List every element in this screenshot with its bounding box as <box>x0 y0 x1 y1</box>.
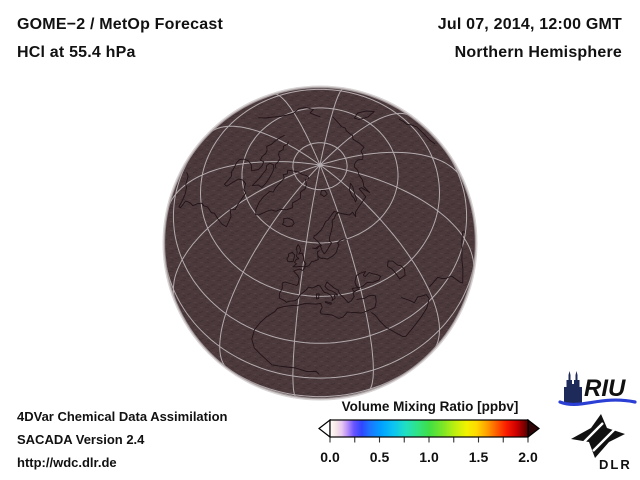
cathedral-icon <box>564 371 582 404</box>
globe-disc <box>164 87 476 399</box>
tick-label-0: 0.0 <box>320 449 340 465</box>
header-left: GOME−2 / MetOp Forecast HCl at 55.4 hPa <box>17 11 223 67</box>
colorbar: Volume Mixing Ratio [ppbv] 0.0 0.5 1.0 1… <box>318 399 542 469</box>
footer-credits: 4DVar Chemical Data Assimilation SACADA … <box>17 405 228 474</box>
credit-version: SACADA Version 2.4 <box>17 432 145 447</box>
globe-rim <box>163 86 477 400</box>
dlr-logo: DLR <box>571 414 632 472</box>
dlr-star-icon <box>571 414 625 458</box>
globe-halo <box>162 85 478 401</box>
plot-region: Northern Hemisphere <box>454 44 622 61</box>
tick-label-1: 0.5 <box>369 449 390 465</box>
tick-label-2: 1.0 <box>419 449 439 465</box>
dlr-wordmark: DLR <box>599 457 632 472</box>
colorbar-overflow-arrow <box>527 419 540 439</box>
colorbar-title: Volume Mixing Ratio [ppbv] <box>341 399 519 414</box>
plot-subtitle: HCl at 55.4 hPa <box>17 44 136 61</box>
tick-label-4: 2.0 <box>518 449 538 465</box>
tick-label-3: 1.5 <box>468 449 489 465</box>
credit-url: http://wdc.dlr.de <box>17 455 117 470</box>
credit-assimilation: 4DVar Chemical Data Assimilation <box>17 409 228 424</box>
colorbar-gradient-bar <box>329 419 529 438</box>
dlr-star-slashes <box>580 422 616 452</box>
colorbar-scale <box>318 419 540 443</box>
globe-texture <box>164 87 476 399</box>
plot-title: GOME−2 / MetOp Forecast <box>17 16 223 33</box>
colorbar-underflow-arrow <box>318 419 331 439</box>
riu-wordmark: RIU <box>584 375 626 402</box>
header-right: Jul 07, 2014, 12:00 GMT Northern Hemisph… <box>438 11 622 67</box>
plot-datetime: Jul 07, 2014, 12:00 GMT <box>437 16 622 33</box>
graticule-lines <box>165 88 475 398</box>
coastlines <box>178 107 465 375</box>
riu-logo: RIU <box>558 371 637 406</box>
riu-swoosh <box>558 398 637 406</box>
colorbar-ticks <box>329 437 529 443</box>
